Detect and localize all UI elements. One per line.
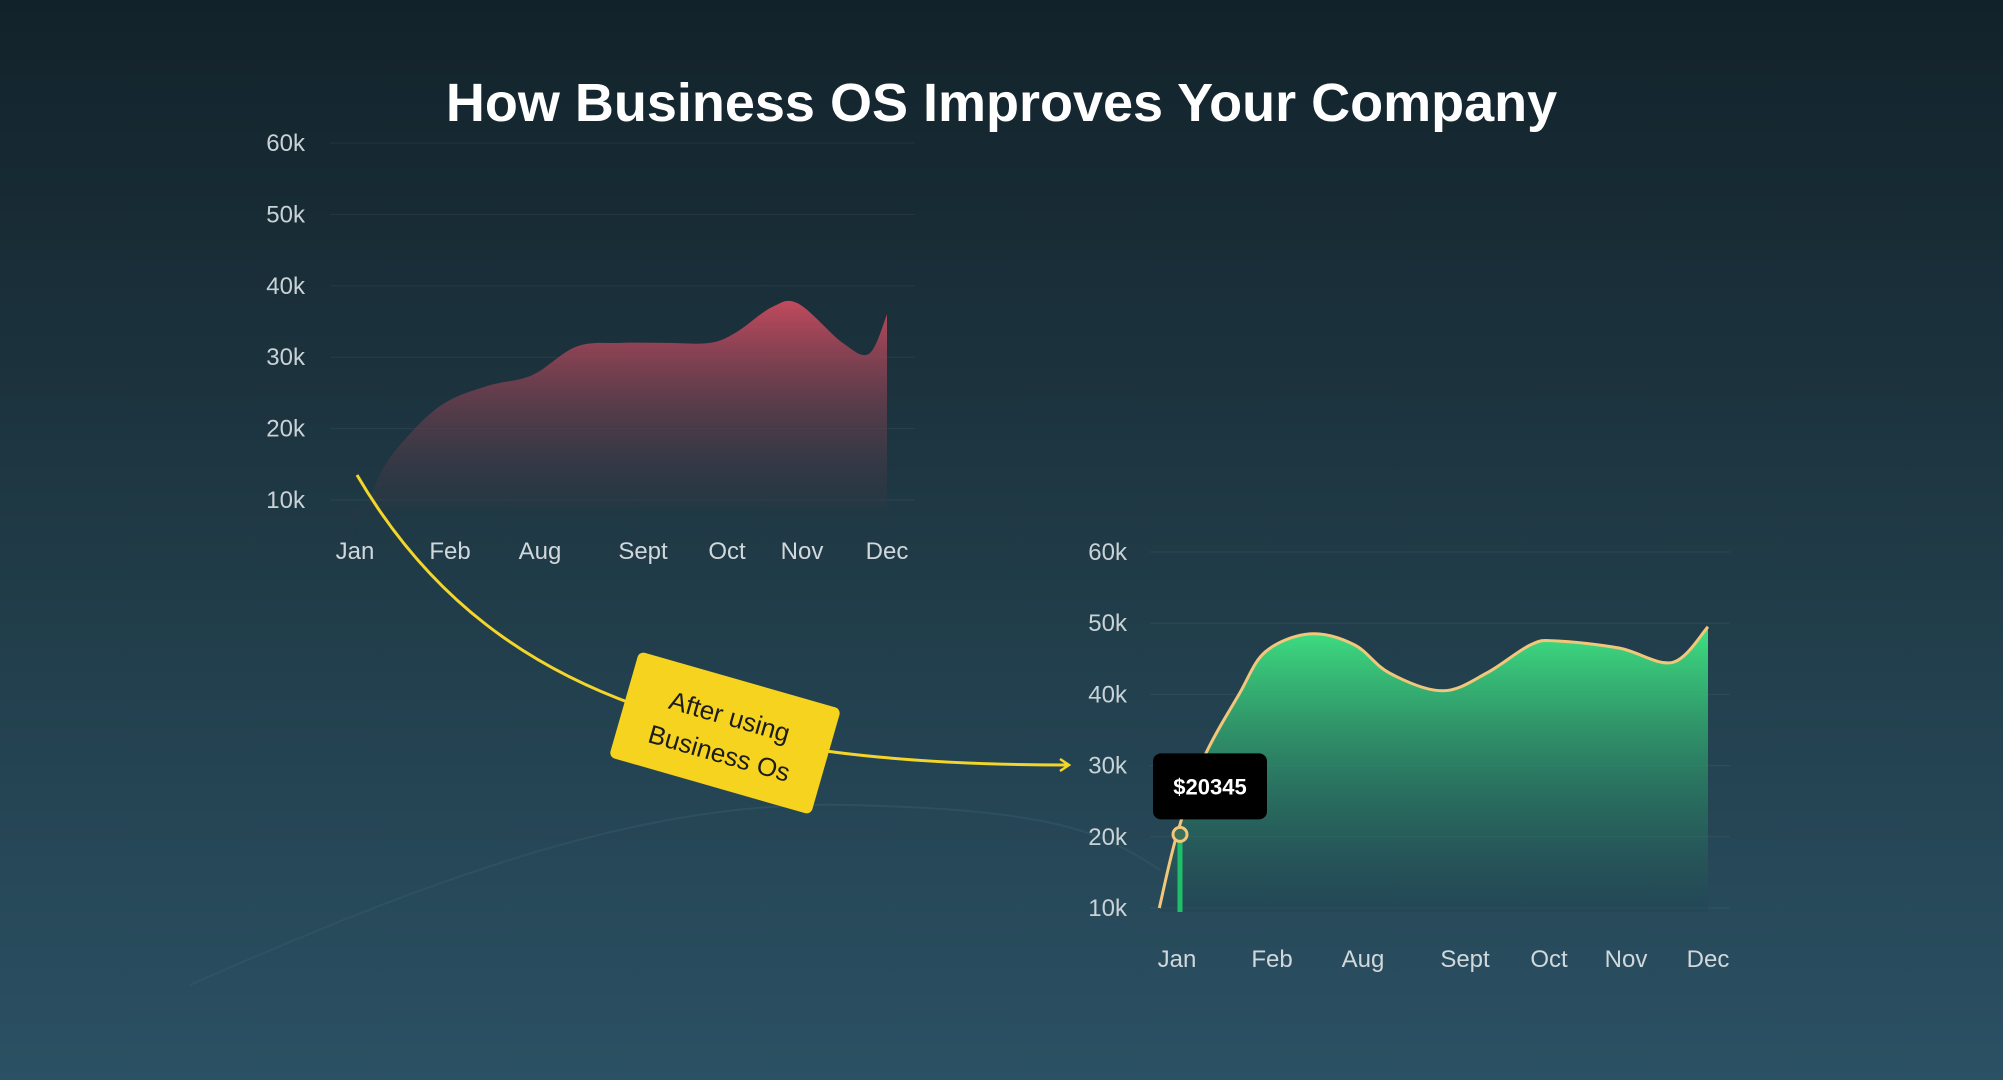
x-tick-label: Nov bbox=[781, 538, 824, 565]
before-series-area bbox=[349, 300, 887, 536]
x-tick-label: Feb bbox=[1251, 946, 1292, 973]
x-tick-label: Oct bbox=[1530, 946, 1568, 973]
background-swoosh bbox=[189, 803, 1161, 986]
tooltip-box bbox=[1153, 753, 1267, 820]
x-tick-label: Jan bbox=[1158, 946, 1197, 973]
before-chart: 60k 50k 40k 30k 20k 10k Jan Feb Aug Sept Oct Nov Dec bbox=[266, 130, 915, 565]
y-tick-label: 20k bbox=[1088, 824, 1128, 851]
tooltip-point bbox=[1171, 825, 1189, 843]
y-tick-label: 20k bbox=[266, 416, 306, 443]
y-tick-label: 10k bbox=[1088, 895, 1128, 922]
x-tick-label: Aug bbox=[519, 538, 562, 565]
y-tick-label: 30k bbox=[266, 344, 306, 371]
tooltip-value: $20345 bbox=[1173, 774, 1246, 799]
x-tick-label: Oct bbox=[708, 538, 746, 565]
y-tick-label: 10k bbox=[266, 487, 306, 514]
x-tick-label: Feb bbox=[429, 538, 470, 565]
x-tick-label: Nov bbox=[1605, 946, 1648, 973]
y-tick-label: 60k bbox=[266, 130, 306, 157]
y-tick-label: 60k bbox=[1088, 539, 1128, 566]
annotation-tag-bg bbox=[610, 652, 840, 814]
annotation-tag: After using Business Os bbox=[610, 652, 840, 814]
x-tick-label: Dec bbox=[1687, 946, 1730, 973]
y-tick-label: 50k bbox=[1088, 610, 1128, 637]
after-chart: 60k 50k 40k 30k 20k 10k Jan Feb Aug Sept Oct Nov Dec… bbox=[1088, 539, 1730, 973]
y-tick-label: 40k bbox=[266, 273, 306, 300]
y-tick-label: 30k bbox=[1088, 753, 1128, 780]
y-tick-label: 50k bbox=[266, 201, 306, 228]
y-tick-label: 40k bbox=[1088, 681, 1128, 708]
x-tick-label: Dec bbox=[866, 538, 909, 565]
after-series-area bbox=[1159, 626, 1708, 912]
x-tick-label: Sept bbox=[1440, 946, 1490, 973]
x-tick-label: Sept bbox=[618, 538, 668, 565]
after-series-line bbox=[1157, 625, 1710, 909]
page-title: How Business OS Improves Your Company bbox=[445, 73, 1558, 133]
x-tick-label: Aug bbox=[1342, 946, 1385, 973]
x-tick-label: Jan bbox=[336, 538, 375, 565]
